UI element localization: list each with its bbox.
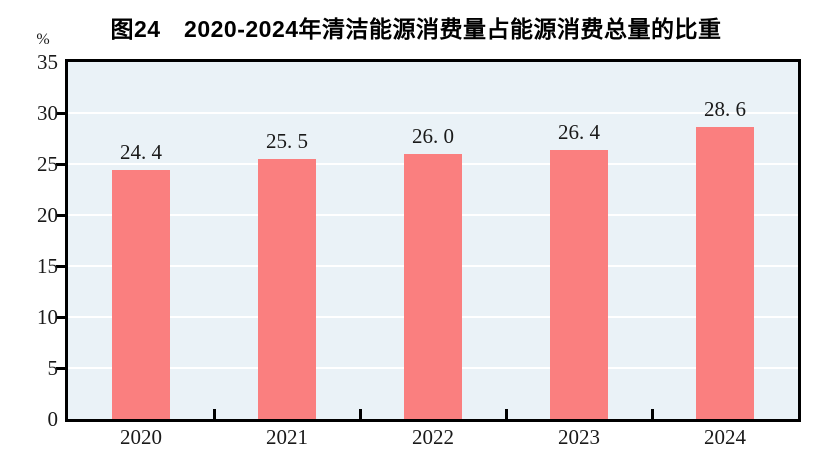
y-axis-tick	[56, 111, 65, 115]
bar-2023	[550, 149, 608, 419]
chart-title: 图24 2020-2024年清洁能源消费量占能源消费总量的比重	[110, 16, 722, 42]
y-axis-label-30: 30	[37, 101, 58, 125]
x-axis-tick	[212, 409, 216, 419]
x-axis-label-2023: 2023	[558, 425, 600, 449]
x-axis-label-2020: 2020	[120, 425, 162, 449]
gridline	[68, 112, 798, 114]
bar-value-label: 26. 4	[558, 119, 600, 144]
bar-value-label: 26. 0	[412, 123, 454, 148]
x-axis-tick	[358, 409, 362, 419]
bar-2024	[696, 127, 754, 419]
y-axis-unit-label: %	[36, 31, 50, 48]
plot-area: 24. 4 25. 5 26. 0 26. 4 28. 6	[56, 59, 801, 422]
y-axis-label-20: 20	[37, 203, 58, 227]
y-axis-label-10: 10	[37, 305, 58, 329]
y-axis-tick	[56, 315, 65, 319]
x-axis-label-2021: 2021	[266, 425, 308, 449]
y-axis-label-5: 5	[47, 356, 59, 380]
x-axis-tick	[650, 409, 654, 419]
bar-2020	[112, 170, 170, 419]
bar-2021	[258, 158, 316, 419]
y-axis-label-0: 0	[47, 407, 59, 431]
x-axis-label-2022: 2022	[412, 425, 454, 449]
x-axis-label-2024: 2024	[704, 425, 746, 449]
bar-2022	[404, 153, 462, 419]
y-axis-label-25: 25	[37, 152, 58, 176]
y-axis-tick	[56, 264, 65, 268]
y-axis-tick	[56, 162, 65, 166]
y-axis-tick	[56, 213, 65, 217]
x-axis-tick	[504, 409, 508, 419]
bar-value-label: 28. 6	[704, 97, 746, 122]
y-axis-tick	[56, 366, 65, 370]
bar-value-label: 25. 5	[266, 128, 308, 153]
bar-value-label: 24. 4	[120, 140, 162, 165]
y-axis-label-15: 15	[37, 254, 58, 278]
y-axis-label-35: 35	[37, 50, 58, 74]
